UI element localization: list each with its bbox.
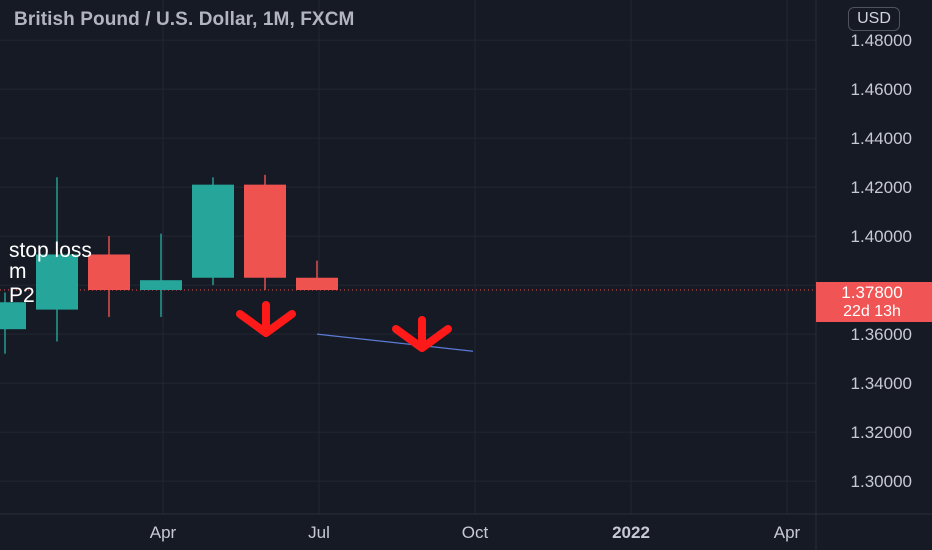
- time-axis-label: 2022: [612, 523, 650, 542]
- trend-line: [316, 333, 474, 352]
- candle-body: [244, 184, 286, 278]
- price-axis-label: 1.34000: [851, 374, 912, 393]
- candle-body: [88, 254, 130, 290]
- price-axis-label: 1.46000: [851, 80, 912, 99]
- price-axis-label: 1.48000: [851, 31, 912, 50]
- down-arrow-icon: [392, 316, 452, 352]
- candle-body: [296, 277, 338, 290]
- time-axis-label: Apr: [150, 523, 177, 542]
- annotation-m: m: [9, 260, 27, 283]
- arrow-head: [236, 310, 296, 337]
- price-axis-label: 1.44000: [851, 129, 912, 148]
- candle-body: [0, 302, 26, 330]
- candle-body: [140, 280, 182, 290]
- price-axis-label: 1.42000: [851, 178, 912, 197]
- time-axis-label: Apr: [774, 523, 801, 542]
- candles-layer: [0, 174, 338, 354]
- price-axis[interactable]: 1.48000 1.46000 1.44000 1.42000 1.40000 1.360…: [851, 31, 912, 491]
- price-axis-label: 1.32000: [851, 423, 912, 442]
- current-price-label: 1.37800: [841, 283, 903, 302]
- currency-button[interactable]: USD: [848, 7, 900, 31]
- candle-body: [36, 254, 78, 310]
- annotation-stop-loss: stop loss: [9, 239, 92, 262]
- candle-body: [192, 184, 234, 278]
- time-axis-label: Oct: [462, 523, 489, 542]
- time-axis[interactable]: Apr Jul Oct 2022 Apr: [150, 523, 801, 542]
- bar-countdown-label: 22d 13h: [843, 303, 901, 320]
- price-axis-label: 1.40000: [851, 227, 912, 246]
- price-axis-label: 1.30000: [851, 472, 912, 491]
- price-axis-label: 1.36000: [851, 325, 912, 344]
- time-axis-label: Jul: [308, 523, 330, 542]
- current-price-tag: 1.37800 22d 13h: [816, 282, 932, 322]
- annotation-p2: P2: [9, 284, 35, 307]
- down-arrow-icon: [236, 301, 296, 337]
- arrow-head: [392, 325, 452, 352]
- symbol-title: British Pound / U.S. Dollar, 1M, FXCM: [14, 9, 355, 30]
